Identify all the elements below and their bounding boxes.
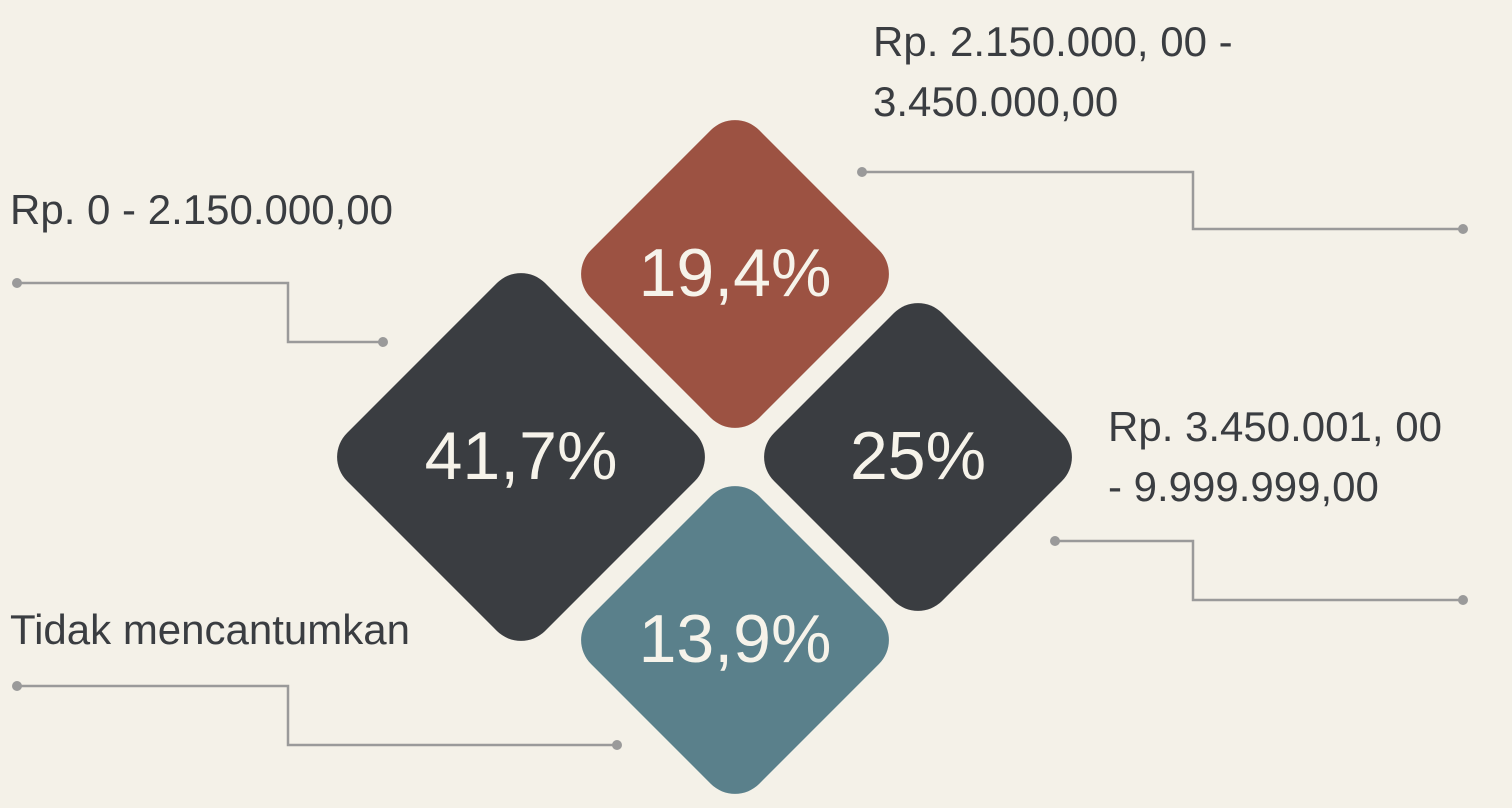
- category-label: 3.450.000,00: [873, 78, 1118, 125]
- diamond: [764, 303, 1072, 611]
- leader-dot: [1458, 224, 1468, 234]
- leader-dot: [12, 278, 22, 288]
- leader-dot: [1050, 536, 1060, 546]
- diamond: [581, 486, 889, 794]
- leader-line: [862, 170, 1463, 231]
- category-label: Rp. 3.450.001, 00: [1108, 403, 1442, 450]
- leader-dot: [857, 167, 867, 177]
- category-label: Tidak mencantumkan: [10, 606, 410, 653]
- leader-line: [17, 281, 383, 344]
- leader-dot: [378, 337, 388, 347]
- diamond: [581, 120, 889, 428]
- category-label: Rp. 2.150.000, 00 -: [873, 18, 1233, 65]
- value-label: 13,9%: [639, 601, 832, 677]
- category-label: - 9.999.999,00: [1108, 463, 1379, 510]
- leader-line: [17, 684, 617, 747]
- category-label: Rp. 0 - 2.150.000,00: [10, 186, 393, 233]
- leader-dot: [1458, 595, 1468, 605]
- leader-dot: [12, 681, 22, 691]
- value-label: 25%: [850, 418, 986, 494]
- value-label: 41,7%: [425, 418, 618, 494]
- leader-dot: [612, 740, 622, 750]
- leader-line: [1055, 539, 1463, 602]
- diamond: [337, 273, 705, 641]
- value-label: 19,4%: [639, 235, 832, 311]
